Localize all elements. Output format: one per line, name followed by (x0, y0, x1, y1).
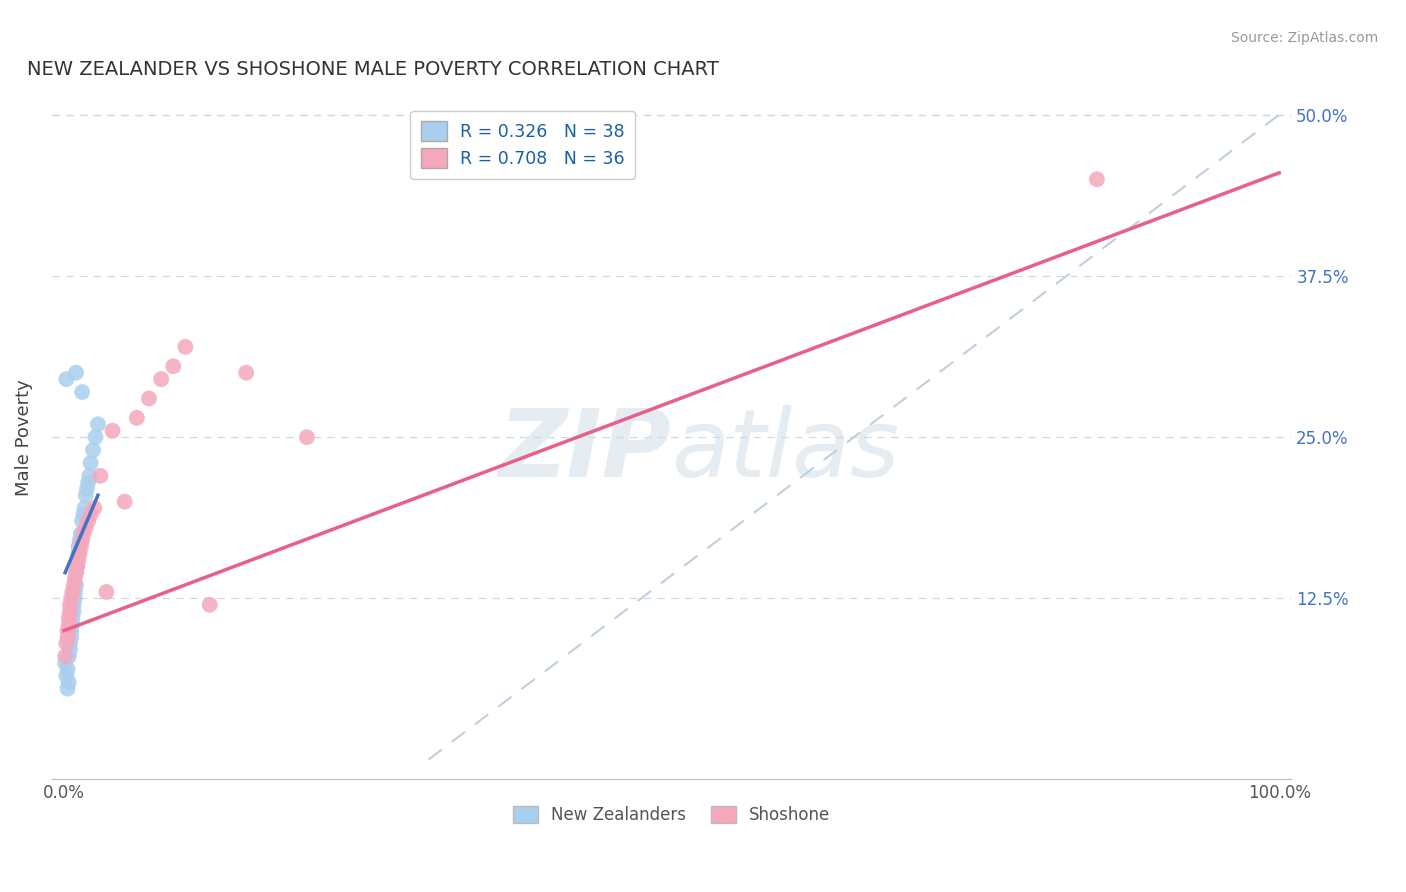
Point (63, 585, 86, 599)
Point (66, 559, 89, 574)
Point (77, 514, 100, 528)
Point (56, 630, 79, 644)
Point (60, 624, 83, 638)
Point (70, 385, 93, 400)
Point (70, 533, 93, 548)
Point (56, 624, 79, 638)
Text: Source: ZipAtlas.com: Source: ZipAtlas.com (1230, 31, 1378, 45)
Point (150, 372, 173, 386)
Point (62, 578, 84, 592)
Point (114, 494, 136, 508)
Point (235, 366, 257, 380)
Point (60, 630, 83, 644)
Point (70, 527, 93, 541)
Point (58, 649, 80, 664)
Point (55, 669, 77, 683)
Point (79, 508, 101, 522)
Point (73, 501, 96, 516)
Text: NEW ZEALANDER VS SHOSHONE MALE POVERTY CORRELATION CHART: NEW ZEALANDER VS SHOSHONE MALE POVERTY C… (27, 60, 718, 78)
Point (55, 372, 77, 386)
Point (58, 611, 80, 625)
Point (174, 340, 197, 354)
Point (63, 591, 86, 606)
Point (62, 611, 84, 625)
Point (53, 649, 76, 664)
Point (65, 366, 87, 380)
Point (198, 598, 221, 612)
Point (138, 392, 160, 406)
Point (125, 410, 148, 425)
Point (79, 468, 101, 483)
Point (69, 546, 91, 560)
Point (59, 636, 82, 650)
Point (56, 681, 79, 696)
Point (65, 566, 87, 580)
Point (56, 662, 79, 676)
Point (75, 520, 97, 534)
Point (1085, 172, 1108, 186)
Point (89, 468, 111, 483)
Point (72, 527, 94, 541)
Point (96, 585, 118, 599)
Point (76, 482, 98, 496)
Point (59, 604, 82, 618)
Point (67, 546, 90, 560)
Text: ZIP: ZIP (499, 405, 672, 497)
Point (77, 475, 100, 490)
Legend: New Zealanders, Shoshone: New Zealanders, Shoshone (505, 797, 839, 832)
Point (65, 578, 87, 592)
Point (75, 488, 97, 502)
Point (69, 533, 91, 548)
Point (65, 566, 87, 580)
Point (59, 598, 82, 612)
Point (59, 643, 82, 657)
Point (72, 508, 94, 522)
Point (101, 424, 124, 438)
Point (87, 417, 110, 432)
Point (62, 617, 84, 632)
Y-axis label: Male Poverty: Male Poverty (15, 379, 32, 496)
Point (66, 559, 89, 574)
Point (162, 359, 184, 374)
Point (67, 552, 90, 566)
Point (62, 585, 84, 599)
Text: atlas: atlas (672, 405, 900, 496)
Point (67, 540, 90, 554)
Point (83, 501, 105, 516)
Point (58, 617, 80, 632)
Point (70, 514, 93, 528)
Point (79, 456, 101, 470)
Point (58, 675, 80, 690)
Point (62, 598, 84, 612)
Point (63, 572, 86, 586)
Point (53, 656, 76, 670)
Point (55, 636, 77, 650)
Point (60, 591, 83, 606)
Point (82, 443, 104, 458)
Point (295, 430, 318, 444)
Point (66, 552, 89, 566)
Point (70, 540, 93, 554)
Point (84, 430, 107, 444)
Point (62, 604, 84, 618)
